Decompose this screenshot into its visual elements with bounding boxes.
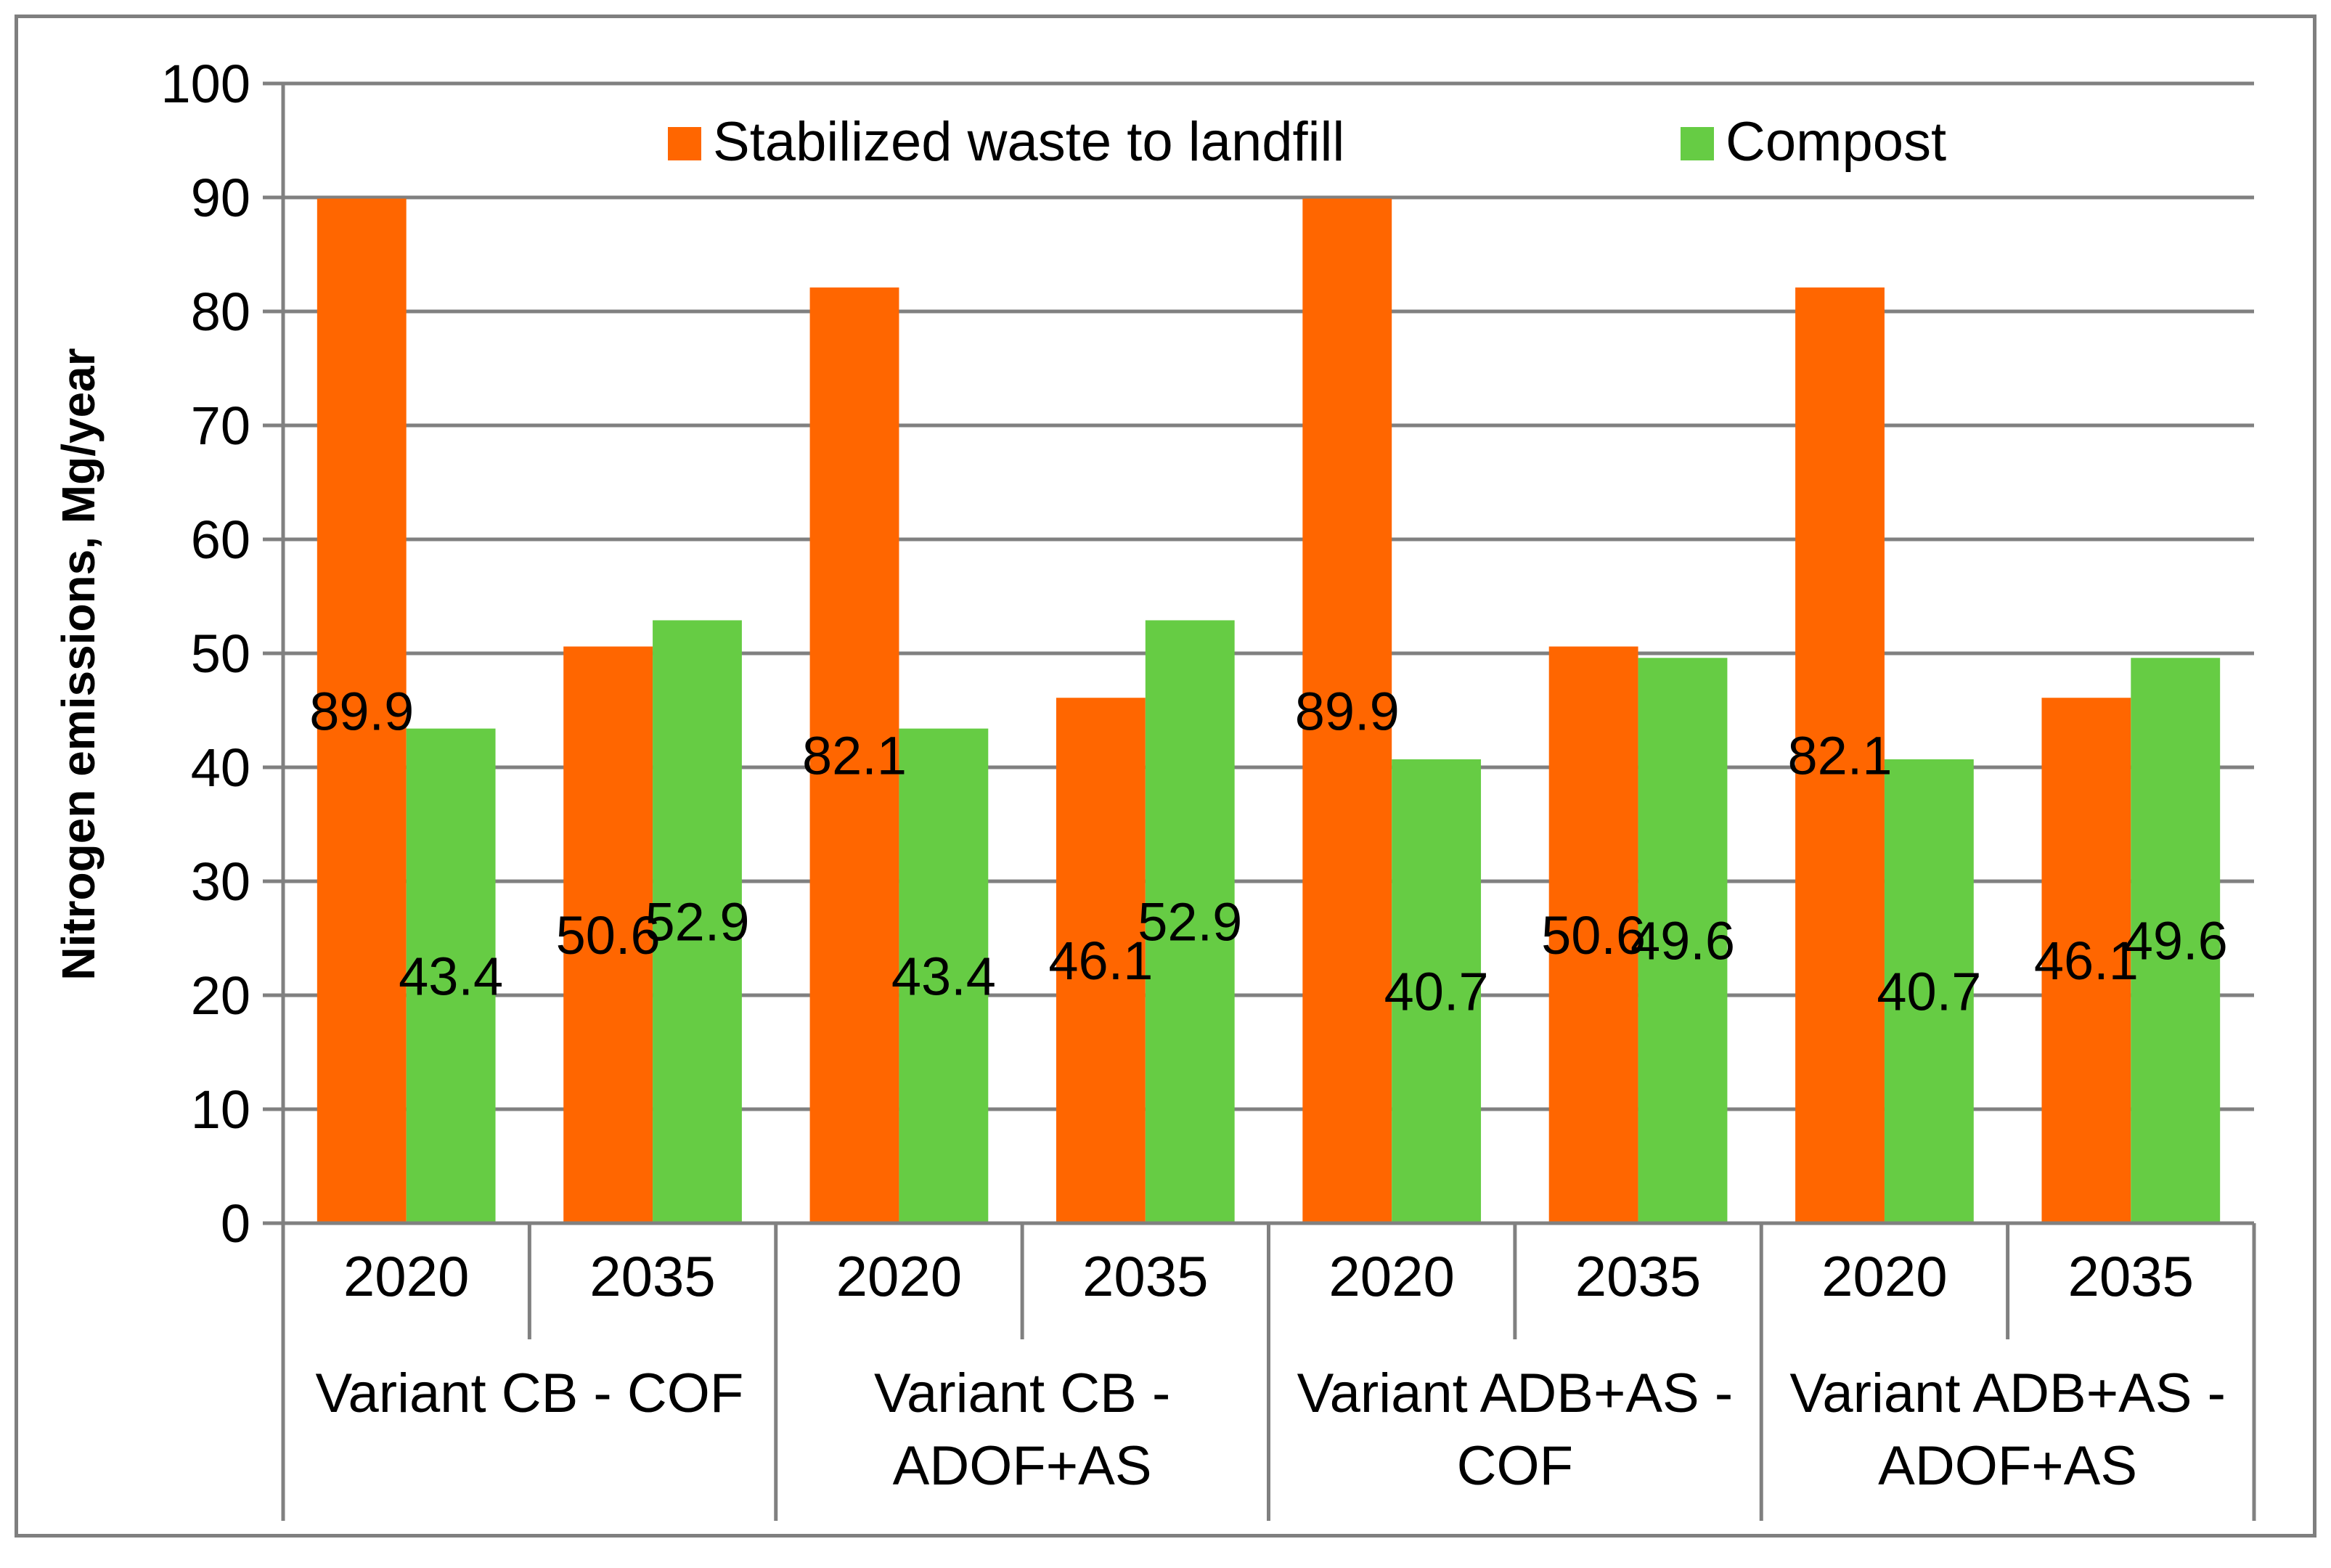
labels-layer: 0 10 20 30 40 50 60 70 80 90 100 89.9 50.6 82.1 46.1 89… (161, 54, 2228, 1497)
data-label-landfill: 82.1 (802, 726, 907, 786)
x-category-label: 2035 (589, 1244, 716, 1308)
bars-layer (317, 198, 2221, 1223)
chart-svg: 0 10 20 30 40 50 60 70 80 90 100 89.9 50.6 82.1 46.1 89… (52, 54, 2256, 1521)
bar-compost (1145, 620, 1235, 1223)
x-group-label: Variant CB - COF (315, 1363, 743, 1424)
x-category-label: 2020 (836, 1244, 963, 1308)
y-tick-label: 90 (191, 168, 250, 228)
legend-label-landfill: Stabilized waste to landfill (713, 111, 1344, 173)
data-label-compost: 40.7 (1384, 962, 1489, 1022)
y-tick-label: 60 (191, 510, 250, 570)
y-tick-label: 50 (191, 624, 250, 684)
data-label-compost: 40.7 (1877, 962, 1981, 1022)
axis-layer (263, 83, 2256, 1521)
y-tick-label: 20 (191, 965, 250, 1026)
data-label-landfill: 50.6 (556, 905, 661, 965)
data-label-landfill: 89.9 (309, 681, 414, 741)
data-label-landfill: 46.1 (1048, 931, 1153, 991)
bar-compost (653, 620, 742, 1223)
data-label-compost: 49.6 (1630, 911, 1735, 971)
x-category-label: 2035 (1575, 1244, 1702, 1308)
y-tick-label: 100 (161, 54, 250, 114)
bar-compost (1884, 759, 1974, 1223)
x-group-label: Variant ADB+AS - (1297, 1363, 1734, 1424)
x-category-label: 2020 (343, 1244, 470, 1308)
legend-swatch-landfill (668, 127, 701, 160)
bar-compost (406, 728, 496, 1223)
data-label-compost: 43.4 (891, 946, 996, 1006)
bar-landfill (1795, 287, 1885, 1223)
y-tick-label: 0 (221, 1193, 250, 1254)
bar-compost (1638, 658, 1728, 1223)
x-group-label: Variant ADB+AS - (1789, 1363, 2226, 1424)
y-tick-label: 80 (191, 282, 250, 342)
y-tick-label: 40 (191, 738, 250, 798)
legend-swatch-compost (1681, 127, 1714, 160)
data-label-landfill: 46.1 (2034, 931, 2139, 991)
bar-landfill (809, 287, 899, 1223)
bar-landfill (1302, 198, 1392, 1223)
data-label-compost: 52.9 (1138, 892, 1242, 952)
x-category-label: 2020 (1328, 1244, 1455, 1308)
chart-frame: 0 10 20 30 40 50 60 70 80 90 100 89.9 50.6 82.1 46.1 89… (15, 15, 2316, 1538)
bar-landfill (1548, 646, 1638, 1223)
data-label-landfill: 82.1 (1787, 726, 1892, 786)
bar-landfill (2041, 698, 2131, 1223)
x-group-label: COF (1457, 1435, 1573, 1497)
bar-landfill (1056, 698, 1146, 1223)
data-label-compost: 52.9 (645, 892, 749, 952)
y-axis-title: Nitrogen emissions, Mg/year (52, 348, 105, 980)
data-label-landfill: 50.6 (1541, 905, 1646, 965)
legend-label-compost: Compost (1726, 111, 1946, 173)
bar-compost (2131, 658, 2221, 1223)
x-group-label: ADOF+AS (1878, 1435, 2137, 1497)
bar-landfill (563, 646, 653, 1223)
y-tick-label: 70 (191, 396, 250, 456)
bar-landfill (317, 198, 407, 1223)
data-label-landfill: 89.9 (1295, 681, 1400, 741)
data-label-compost: 49.6 (2123, 911, 2228, 971)
bar-compost (899, 728, 989, 1223)
x-group-label: ADOF+AS (893, 1435, 1152, 1497)
y-tick-label: 10 (191, 1079, 250, 1140)
y-tick-label: 30 (191, 852, 250, 912)
x-category-label: 2035 (2068, 1244, 2195, 1308)
x-category-label: 2035 (1082, 1244, 1209, 1308)
x-category-label: 2020 (1821, 1244, 1948, 1308)
x-group-label: Variant CB - (874, 1363, 1170, 1424)
legend-layer: Stabilized waste to landfill Compost (668, 111, 1946, 173)
data-label-compost: 43.4 (399, 946, 503, 1006)
bar-compost (1392, 759, 1482, 1223)
